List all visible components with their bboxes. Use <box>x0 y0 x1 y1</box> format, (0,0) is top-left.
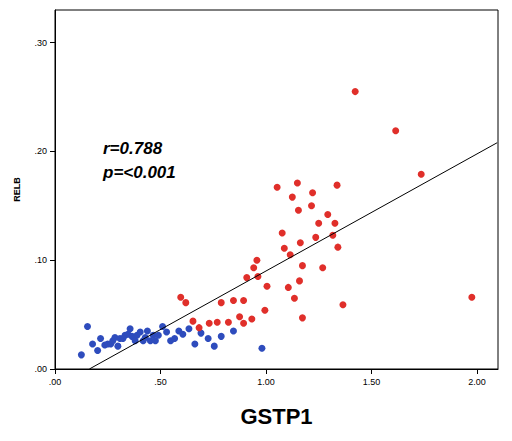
svg-text:GSTP1: GSTP1 <box>240 404 312 429</box>
svg-text:.30: .30 <box>34 38 47 48</box>
svg-text:p=<0.001: p=<0.001 <box>102 163 176 182</box>
svg-text:1.50: 1.50 <box>363 377 381 387</box>
svg-text:r=0.788: r=0.788 <box>103 139 163 158</box>
svg-text:RELB: RELB <box>12 177 22 202</box>
svg-text:.10: .10 <box>34 255 47 265</box>
svg-text:2.00: 2.00 <box>468 377 486 387</box>
svg-text:1.00: 1.00 <box>257 377 275 387</box>
svg-text:.20: .20 <box>34 146 47 156</box>
svg-text:.00: .00 <box>49 377 62 387</box>
svg-text:.50: .50 <box>154 377 167 387</box>
svg-text:.00: .00 <box>34 364 47 374</box>
